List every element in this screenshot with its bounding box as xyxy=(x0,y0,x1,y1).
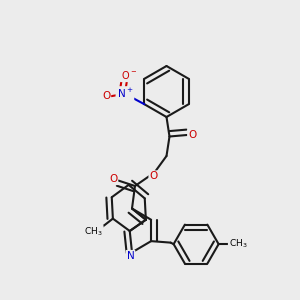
Text: N$^+$: N$^+$ xyxy=(117,87,133,100)
Text: CH$_3$: CH$_3$ xyxy=(229,238,248,250)
Text: N: N xyxy=(127,251,134,261)
Text: O: O xyxy=(188,130,196,140)
Text: O: O xyxy=(102,91,110,101)
Text: O: O xyxy=(109,174,117,184)
Text: O: O xyxy=(149,171,158,182)
Text: O$^-$: O$^-$ xyxy=(121,69,137,81)
Text: CH$_3$: CH$_3$ xyxy=(84,226,103,239)
